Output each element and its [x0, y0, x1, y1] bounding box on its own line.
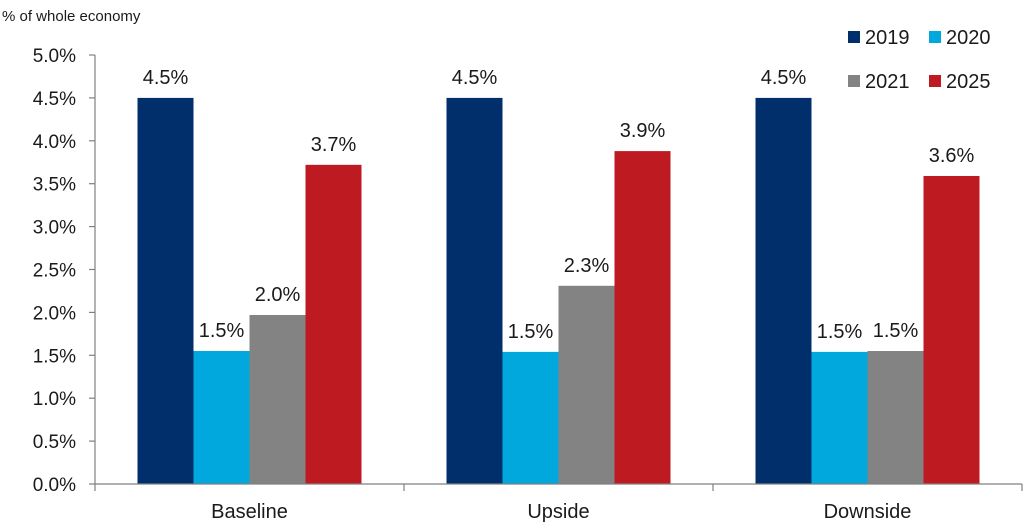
- bar-2019: [755, 97, 812, 485]
- bar-2021: [558, 285, 615, 484]
- y-tick-label: 0.5%: [33, 432, 76, 453]
- legend-label: 2021: [865, 71, 910, 93]
- bar-2025: [923, 175, 980, 484]
- data-label: 2.0%: [255, 284, 301, 306]
- bar-2025: [305, 164, 362, 484]
- legend-item-2019: 2019: [848, 27, 910, 49]
- data-label: 4.5%: [452, 67, 498, 89]
- data-label: 3.7%: [311, 134, 357, 156]
- x-category-label: Downside: [824, 501, 912, 523]
- y-tick-label: 3.0%: [33, 218, 76, 239]
- legend-swatch: [848, 31, 860, 43]
- y-tick-label: 2.5%: [33, 261, 76, 282]
- x-category-label: Upside: [527, 501, 589, 523]
- legend-item-2021: 2021: [848, 71, 910, 93]
- data-label: 1.5%: [508, 321, 554, 343]
- data-label: 1.5%: [873, 320, 919, 342]
- bar-2020: [811, 351, 868, 484]
- bar-2025: [614, 151, 671, 484]
- legend-label: 2019: [865, 27, 910, 49]
- bar-2020: [193, 351, 250, 484]
- data-label: 3.6%: [929, 145, 975, 167]
- legend: 2019 2020 2021 2025: [848, 27, 991, 93]
- bar-2021: [249, 314, 306, 484]
- y-tick-label: 1.0%: [33, 389, 76, 410]
- y-axis: 0.0% 0.5% 1.0% 1.5% 2.0% 2.5% 3.0% 3.5% 4.0% 4.5%…: [33, 46, 96, 496]
- data-label: 4.5%: [143, 67, 189, 89]
- legend-label: 2025: [946, 71, 991, 93]
- y-tick-label: 4.5%: [33, 89, 76, 110]
- x-category-label: Baseline: [211, 501, 288, 523]
- legend-label: 2020: [946, 27, 991, 49]
- bar-2019: [137, 97, 194, 485]
- data-label: 1.5%: [199, 320, 245, 342]
- data-label: 4.5%: [761, 67, 807, 89]
- bar-2021: [867, 351, 924, 484]
- y-tick-label: 4.0%: [33, 132, 76, 153]
- legend-item-2025: 2025: [929, 71, 991, 93]
- y-tick-label: 1.5%: [33, 346, 76, 367]
- data-labels: 4.5% 1.5% 2.0% 3.7% 4.5% 1.5% 2.3% 3.9% 4.5% 1.5%…: [143, 67, 975, 343]
- y-tick-label: 2.0%: [33, 303, 76, 324]
- y-tick-label: 5.0%: [33, 46, 76, 67]
- y-tick-label: 3.5%: [33, 175, 76, 196]
- x-axis: Baseline Upside Downside: [94, 483, 1023, 523]
- legend-swatch: [848, 75, 860, 87]
- legend-swatch: [929, 75, 941, 87]
- legend-swatch: [929, 31, 941, 43]
- bar-2020: [502, 351, 559, 484]
- bar-2019: [446, 97, 503, 485]
- bars: [137, 97, 980, 485]
- legend-item-2020: 2020: [929, 27, 991, 49]
- data-label: 3.9%: [620, 120, 666, 142]
- data-label: 1.5%: [817, 321, 863, 343]
- data-label: 2.3%: [564, 255, 610, 277]
- y-axis-unit-label: % of whole economy: [2, 8, 141, 25]
- y-tick-label: 0.0%: [33, 475, 76, 496]
